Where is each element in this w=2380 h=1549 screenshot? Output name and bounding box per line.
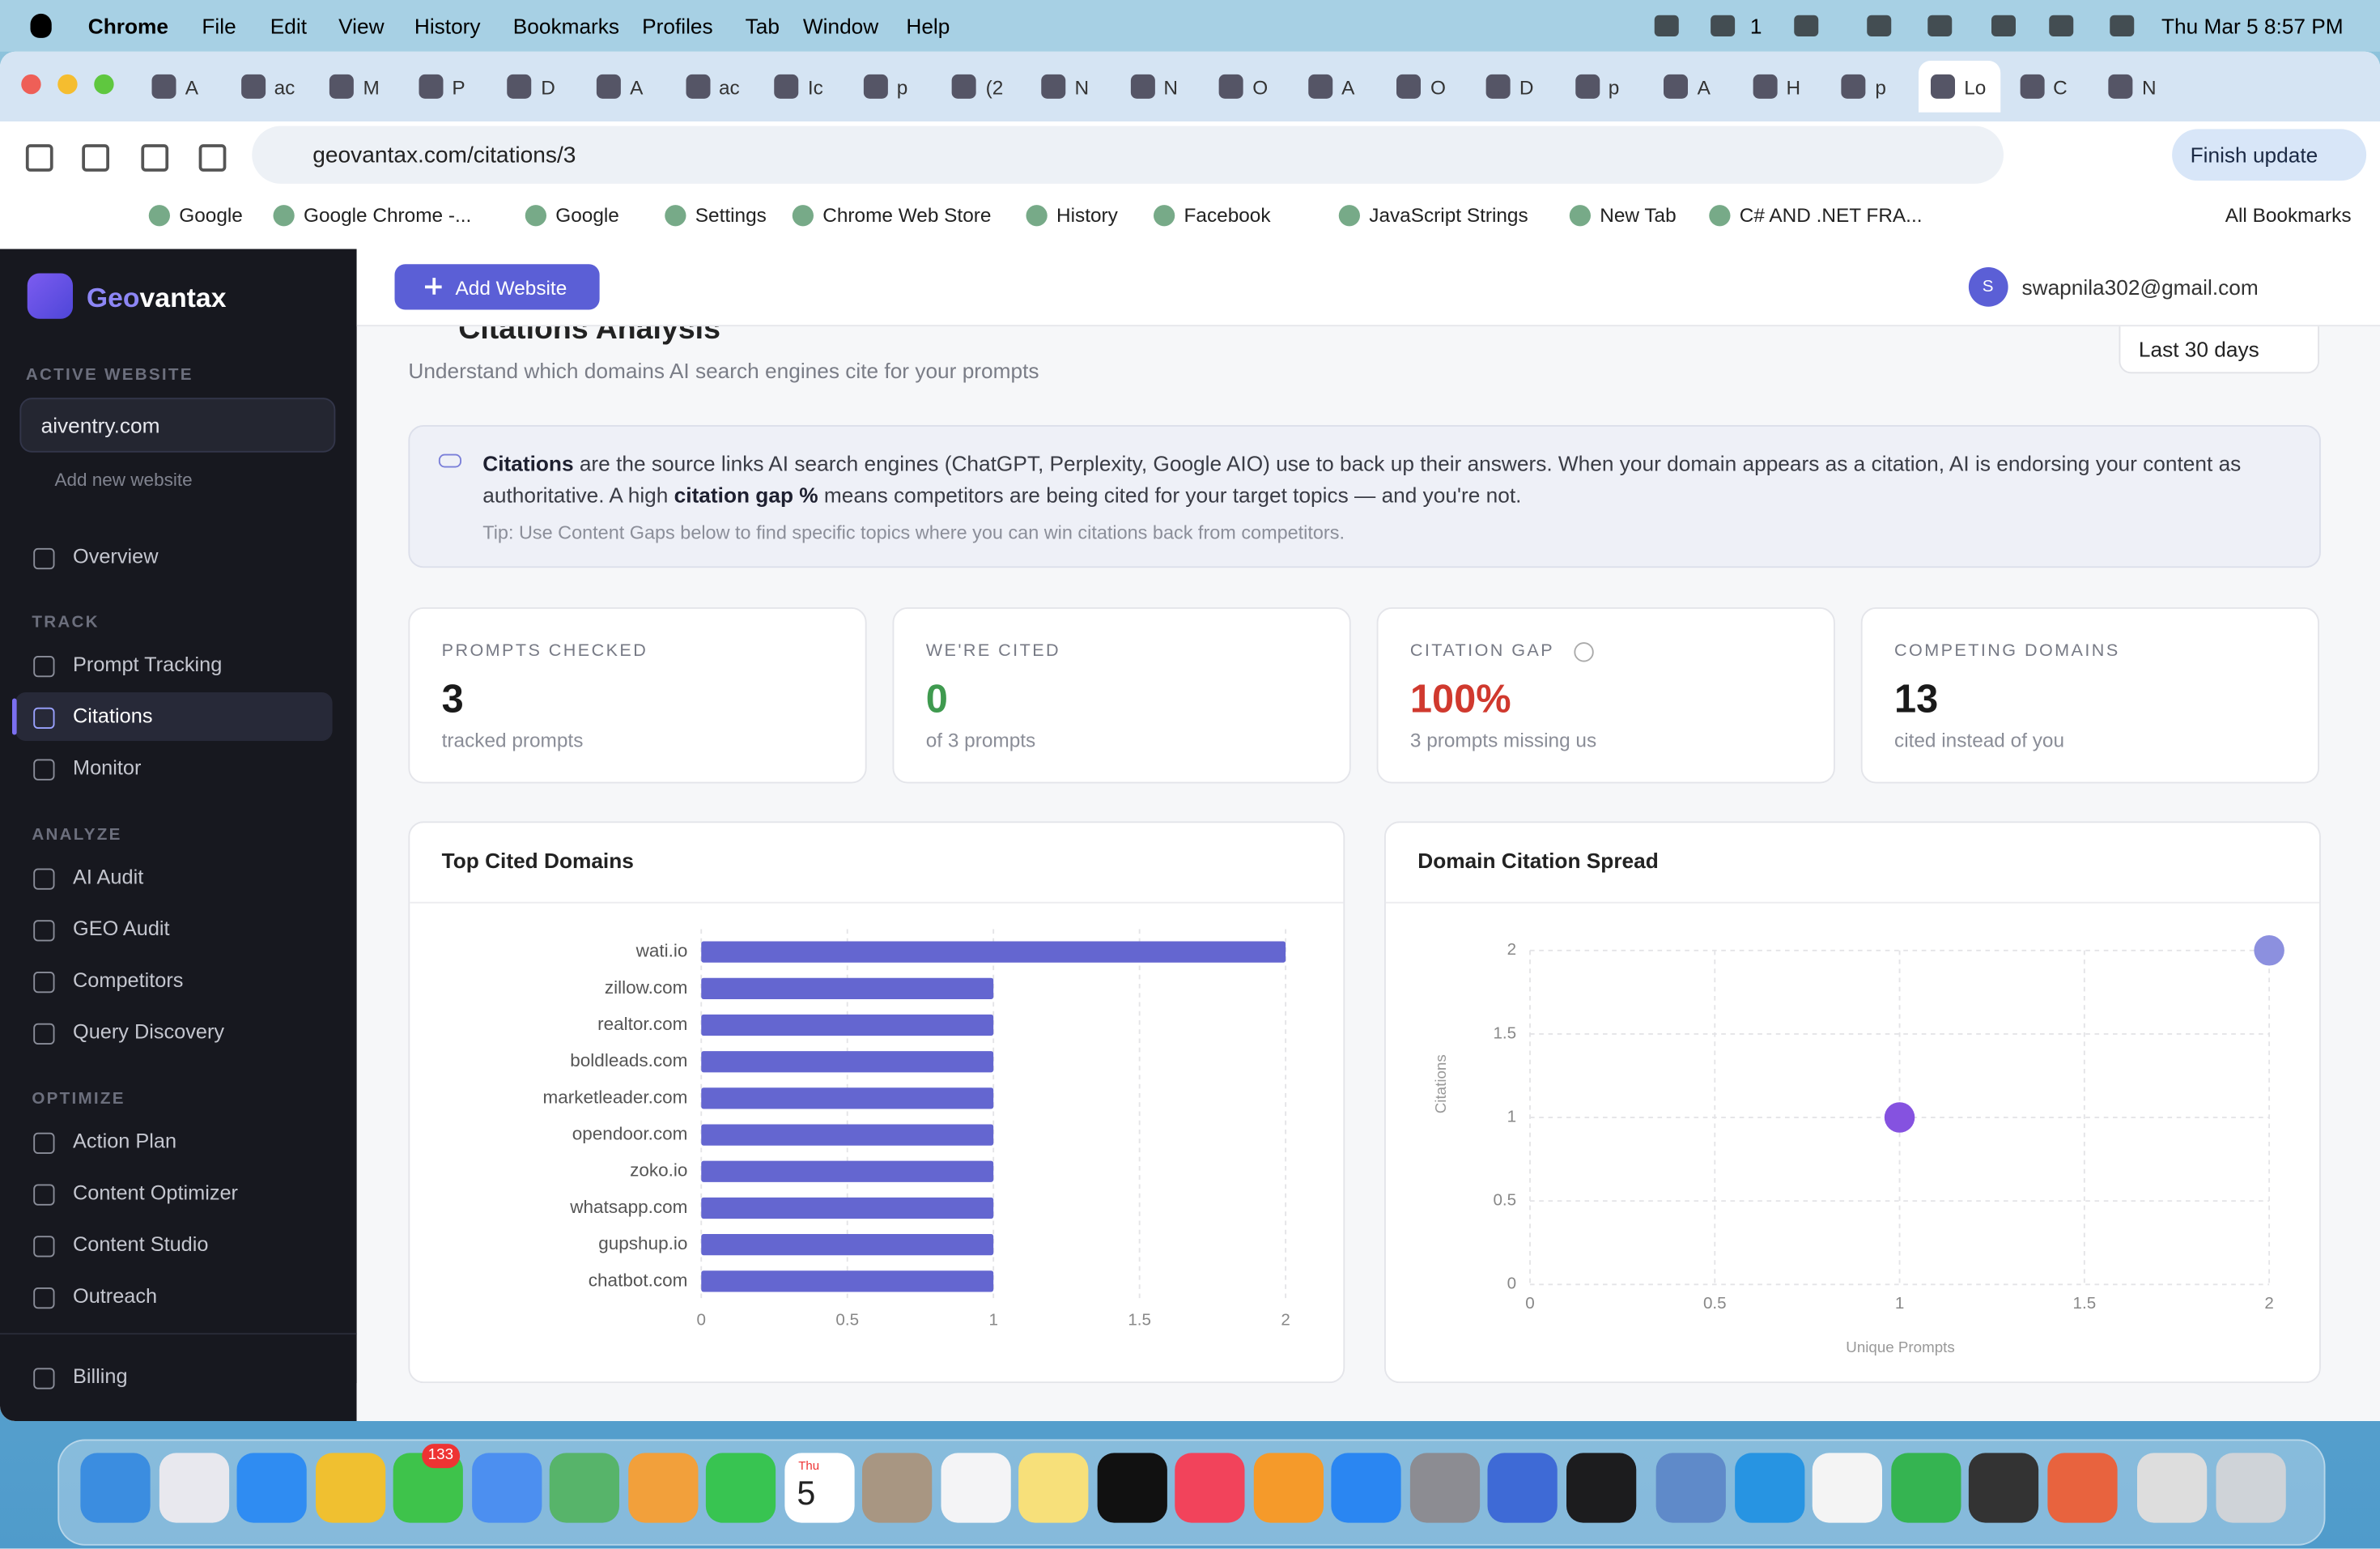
x-tick-label: 0.5 <box>835 1311 859 1330</box>
dock-app[interactable] <box>1331 1453 1400 1522</box>
dock-app[interactable] <box>159 1453 228 1522</box>
dock-app[interactable] <box>550 1453 619 1522</box>
x-tick-label: 2 <box>2264 1294 2273 1313</box>
x-tick-label: 1 <box>988 1311 997 1330</box>
bar <box>701 1051 993 1072</box>
add-website-label: Add Website <box>456 276 567 299</box>
bar <box>701 1198 993 1219</box>
dock-app[interactable] <box>1253 1453 1323 1522</box>
dock-app[interactable] <box>1175 1453 1244 1522</box>
bar <box>701 1234 993 1255</box>
bar <box>701 978 993 999</box>
y-tick-label: chatbot.com <box>589 1270 688 1290</box>
y-tick-label: 1.5 <box>1493 1023 1516 1042</box>
dock-app[interactable] <box>1409 1453 1479 1522</box>
dock-app[interactable] <box>2216 1453 2285 1522</box>
x-tick-label: 0.5 <box>1703 1294 1727 1313</box>
y-tick-label: whatsapp.com <box>569 1197 687 1217</box>
dock: 133 Thu 5 <box>57 1440 2325 1546</box>
dock-app[interactable] <box>1566 1453 1635 1522</box>
point <box>2254 935 2284 966</box>
bar <box>701 942 1286 963</box>
x-tick-label: 0 <box>697 1311 706 1330</box>
calendar-date[interactable]: 5 <box>797 1475 815 1514</box>
dock-app[interactable] <box>1734 1453 1804 1522</box>
dock-app[interactable] <box>1097 1453 1167 1522</box>
calendar-day[interactable]: Thu <box>798 1459 819 1473</box>
y-tick-label: marketleader.com <box>543 1087 688 1107</box>
y-tick-label: 2 <box>1507 940 1516 959</box>
bar <box>701 1161 993 1182</box>
y-tick-label: zoko.io <box>630 1160 687 1181</box>
chart-title: Domain Citation Spread <box>1417 849 1659 873</box>
y-tick-label: 1 <box>1507 1107 1516 1126</box>
dock-app[interactable] <box>1969 1453 2038 1522</box>
dock-app[interactable] <box>80 1453 150 1522</box>
y-tick-label: realtor.com <box>597 1014 687 1034</box>
y-tick-label: wati.io <box>635 941 688 961</box>
x-tick-label: 1.5 <box>1128 1311 1151 1330</box>
chart-title: Top Cited Domains <box>442 849 634 873</box>
x-tick-label: 2 <box>1281 1311 1290 1330</box>
bar <box>701 1087 993 1109</box>
avatar[interactable]: S <box>1969 267 2008 307</box>
page-footer <box>357 1383 2380 1421</box>
dock-badge[interactable]: 133 <box>422 1444 459 1468</box>
dock-app[interactable] <box>237 1453 307 1522</box>
dock-app[interactable] <box>941 1453 1010 1522</box>
dock-app[interactable] <box>627 1453 697 1522</box>
dock-app[interactable] <box>1488 1453 1558 1522</box>
dock-app[interactable] <box>1813 1453 1882 1522</box>
dock-app[interactable] <box>1018 1453 1088 1522</box>
email[interactable]: swapnila302@gmail.com <box>2022 274 2259 299</box>
bar <box>701 1124 993 1145</box>
point <box>1885 1102 1915 1133</box>
x-axis-label: Unique Prompts <box>1846 1338 1954 1355</box>
y-tick-label: opendoor.com <box>572 1124 688 1144</box>
dock-app[interactable] <box>1890 1453 1960 1522</box>
y-axis-label: Citations <box>1432 1054 1449 1113</box>
dock-app[interactable] <box>315 1453 385 1522</box>
x-tick-label: 1 <box>1895 1294 1904 1313</box>
y-tick-label: boldleads.com <box>570 1050 687 1070</box>
bar <box>701 1015 993 1036</box>
y-tick-label: 0.5 <box>1493 1191 1516 1210</box>
dock-app[interactable] <box>2137 1453 2207 1522</box>
plus-icon <box>432 278 435 295</box>
x-tick-label: 0 <box>1525 1294 1534 1313</box>
y-tick-label: gupshup.io <box>598 1233 687 1253</box>
y-tick-label: 0 <box>1507 1275 1516 1293</box>
dock-app[interactable] <box>1656 1453 1726 1522</box>
avatar-letter: S <box>1983 278 1994 296</box>
dock-app[interactable] <box>706 1453 776 1522</box>
bar <box>701 1270 993 1292</box>
add-website-button[interactable]: Add Website <box>395 264 600 309</box>
dock-app[interactable] <box>862 1453 932 1522</box>
dock-app[interactable] <box>471 1453 541 1522</box>
y-tick-label: zillow.com <box>605 977 688 998</box>
x-tick-label: 1.5 <box>2073 1294 2097 1313</box>
dock-app[interactable] <box>2046 1453 2116 1522</box>
